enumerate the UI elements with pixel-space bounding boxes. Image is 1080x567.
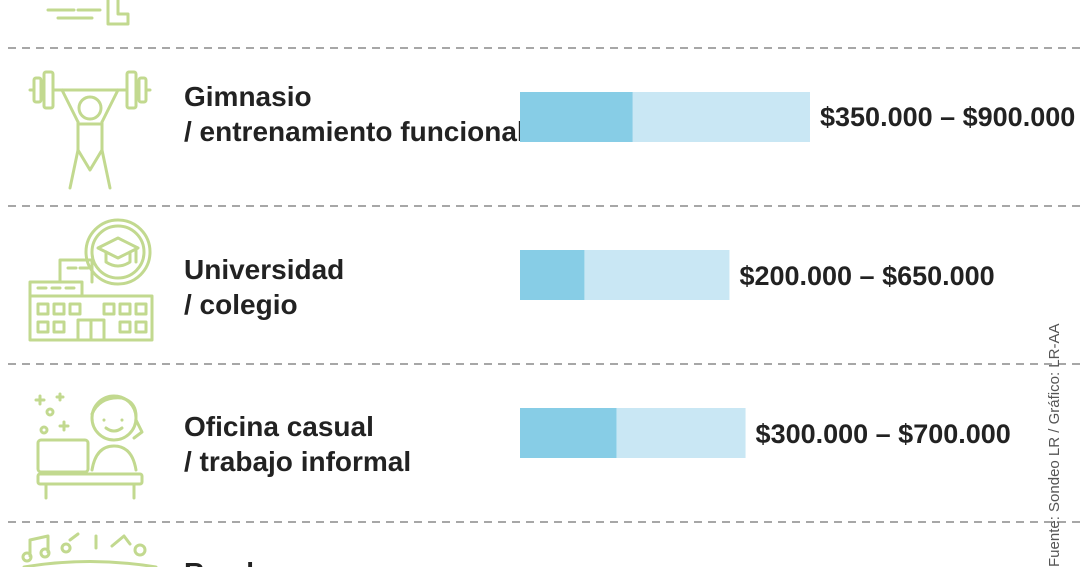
category-label-line2: / trabajo informal [184, 446, 411, 477]
range-value-label: $300.000 – $700.000 [756, 419, 1011, 449]
bar-range-segment [632, 92, 810, 142]
bar-min-segment [520, 92, 633, 142]
source-note: Fuente: Sondeo LR / Gráfico: LR-AA [1046, 324, 1063, 567]
category-label-line2: / colegio [184, 289, 298, 320]
music-notes-icon [21, 532, 158, 567]
category-label-line1: Gimnasio [184, 81, 312, 112]
bar-range-segment [584, 250, 730, 300]
category-label-line2: / entrenamiento funcional [184, 116, 525, 147]
category-label-line1: Rumba [184, 557, 279, 567]
bar-range-segment [616, 408, 746, 458]
category-label-line1: Universidad [184, 254, 344, 285]
weightlifter-icon [28, 70, 152, 190]
range-value-label: $200.000 – $650.000 [739, 261, 994, 291]
office-worker-icon [34, 392, 144, 500]
running-shoe-icon [46, 0, 130, 26]
range-value-label: $350.000 – $900.000 [820, 102, 1075, 132]
university-building-icon [28, 218, 154, 342]
category-label-line1: Oficina casual [184, 411, 374, 442]
bar-min-segment [520, 408, 617, 458]
bar-min-segment [520, 250, 585, 300]
